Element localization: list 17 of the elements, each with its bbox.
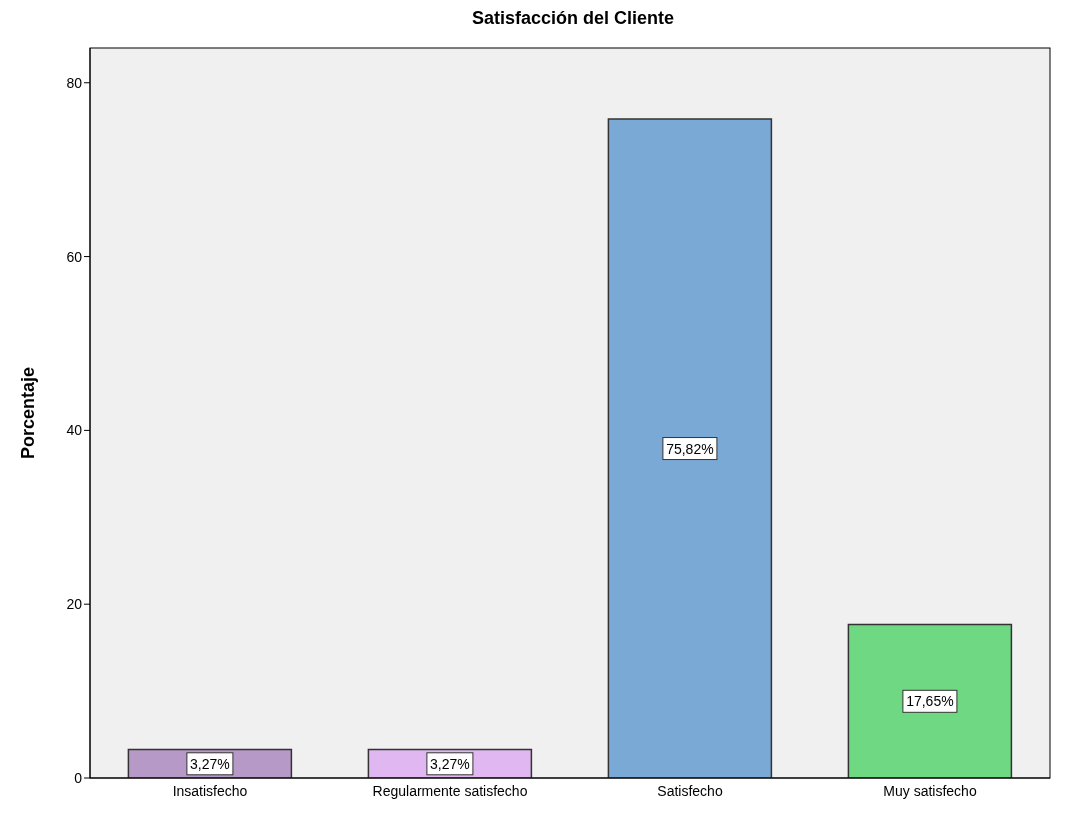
y-tick-label: 80 [66, 74, 83, 91]
y-tick-label: 40 [66, 422, 83, 439]
chart-title: Satisfacción del Cliente [470, 8, 676, 30]
bar [847, 623, 1013, 778]
data-label: 3,27% [190, 755, 230, 772]
x-tick-label: Muy satisfecho [883, 782, 977, 799]
data-label: 17,65% [906, 693, 954, 710]
x-tick-label: Satisfecho [657, 782, 723, 799]
x-tick-label: Regularmente satisfecho [372, 782, 528, 799]
y-axis-title: Porcentaje [18, 366, 39, 460]
y-tick-label: 20 [66, 596, 83, 613]
data-label: 3,27% [430, 755, 470, 772]
y-tick-label: 0 [74, 769, 83, 786]
data-label: 75,82% [666, 440, 714, 457]
x-tick-label: Insatisfecho [172, 782, 248, 799]
bar [607, 118, 773, 778]
y-tick-label: 60 [66, 248, 83, 265]
